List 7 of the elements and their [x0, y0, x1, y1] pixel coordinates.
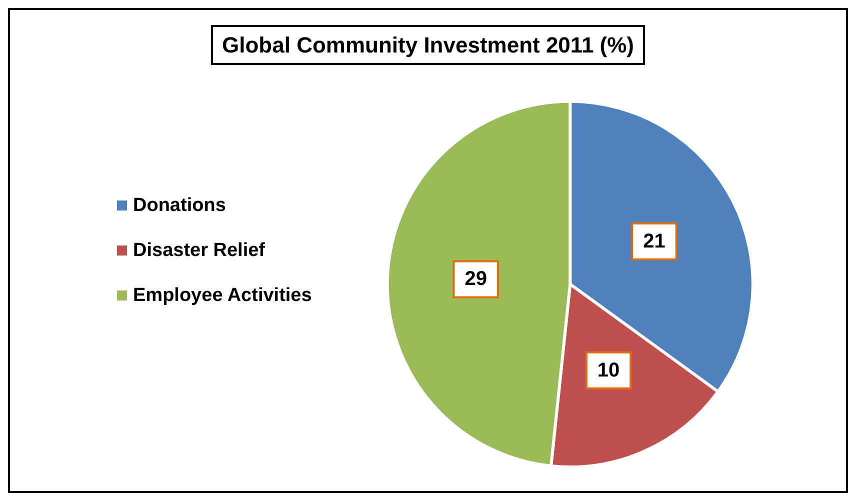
legend-label: Employee Activities	[133, 285, 312, 306]
data-label: 21	[643, 230, 666, 252]
chart-title: Global Community Investment 2011 (%)	[222, 32, 634, 58]
legend-label: Donations	[133, 195, 226, 216]
data-label: 29	[464, 268, 487, 290]
legend-label: Disaster Relief	[133, 240, 266, 261]
data-label: 10	[597, 359, 620, 382]
